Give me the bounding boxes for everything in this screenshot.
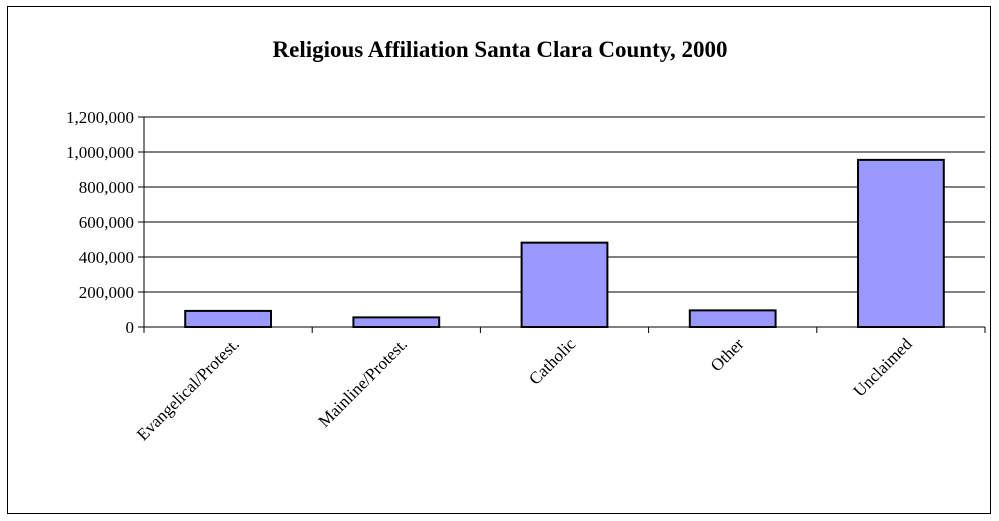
y-tick-label: 400,000 (79, 248, 134, 267)
bar-evangelical-protest (184, 309, 272, 328)
bar-unclaimed (857, 158, 945, 328)
y-tick-label: 800,000 (79, 178, 134, 197)
y-tick-label: 600,000 (79, 213, 134, 232)
chart-area: Religious Affiliation Santa Clara County… (7, 6, 991, 514)
x-tick-label: Mainline/Protest. (315, 334, 412, 431)
x-tick-label: Unclaimed (850, 334, 917, 401)
y-tick-label: 1,000,000 (66, 143, 134, 162)
y-tick-label: 1,200,000 (66, 108, 134, 127)
x-tick-label: Other (707, 334, 748, 375)
bar-catholic (520, 241, 609, 328)
bar-mainline-protest (352, 316, 441, 328)
bar-chart: 0 200,000 400,000 600,000 800,000 1,000,000 1,… (66, 108, 986, 444)
chart-title: Religious Affiliation Santa Clara County… (272, 37, 728, 62)
y-tick-label: 0 (126, 318, 135, 337)
y-tick-label: 200,000 (79, 283, 134, 302)
x-tick-label: Evangelical/Protest. (133, 334, 243, 444)
x-tick-label: Catholic (525, 334, 579, 388)
bar-other (688, 309, 777, 328)
